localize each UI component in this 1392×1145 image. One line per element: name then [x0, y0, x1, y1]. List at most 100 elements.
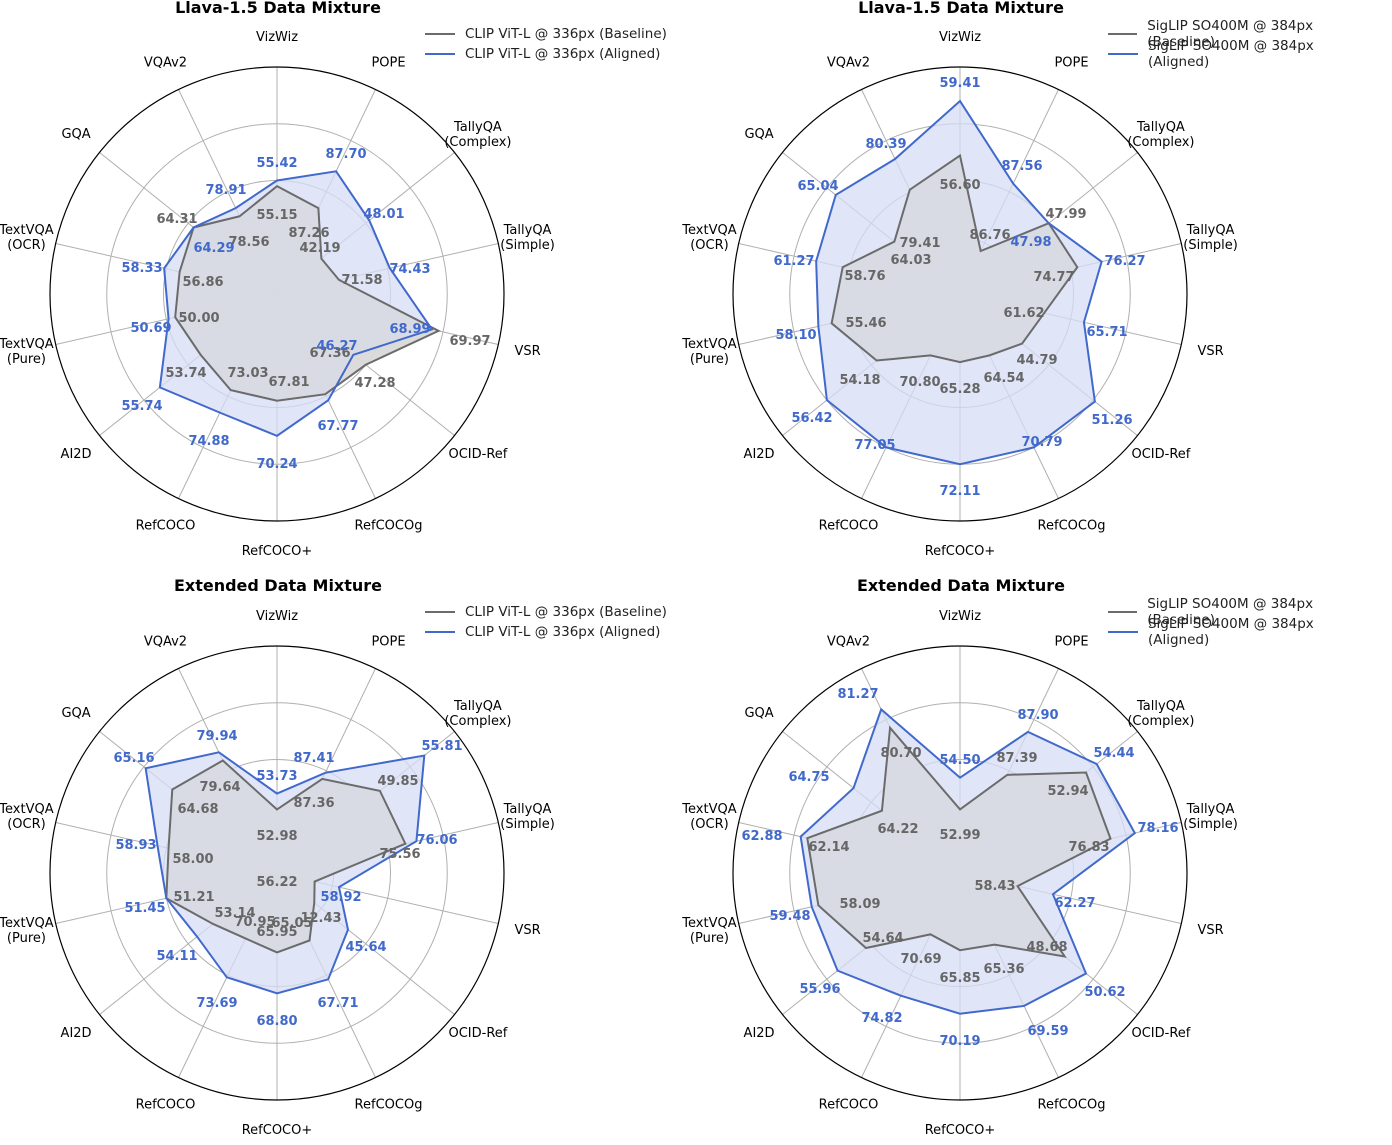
- axis-label-line: (Simple): [1183, 238, 1238, 253]
- aligned-line-swatch-icon: [425, 53, 455, 55]
- axis-label-line: (OCR): [7, 238, 46, 253]
- axis-label: TallyQA (Complex): [444, 699, 511, 729]
- axis-label-line: AI2D: [744, 1026, 775, 1041]
- baseline-value-label: 80.70: [880, 746, 921, 761]
- axis-label-line: VQAv2: [827, 634, 870, 649]
- axis-label: GQA: [744, 127, 773, 142]
- axis-label: RefCOCOg: [1038, 519, 1106, 534]
- baseline-value-label: 55.15: [256, 208, 297, 223]
- baseline-line-swatch-icon: [425, 33, 455, 35]
- legend: SigLIP SO400M @ 384px (Baseline) SigLIP …: [1108, 596, 1379, 648]
- axis-label: RefCOCO: [819, 519, 879, 534]
- axis-label: VQAv2: [144, 55, 187, 70]
- axis-label-line: TallyQA: [453, 699, 502, 714]
- aligned-value-label: 51.26: [1091, 413, 1132, 428]
- baseline-value-label: 64.54: [983, 371, 1024, 386]
- baseline-value-label: 65.85: [939, 971, 980, 986]
- axis-label-line: AI2D: [61, 447, 92, 462]
- aligned-value-label: 70.24: [256, 457, 297, 472]
- axis-label: VSR: [1197, 923, 1223, 938]
- axis-label-line: (Simple): [500, 238, 555, 253]
- legend-item-aligned: SigLIP SO400M @ 384px (Aligned): [1108, 616, 1379, 648]
- aligned-value-label: 54.11: [156, 949, 197, 964]
- legend-item-aligned: CLIP ViT-L @ 336px (Aligned): [425, 622, 667, 642]
- baseline-value-label: 49.85: [377, 774, 418, 789]
- axis-label: VSR: [1197, 344, 1223, 359]
- baseline-line-swatch-icon: [1108, 611, 1138, 613]
- aligned-value-label: 87.41: [293, 751, 334, 766]
- axis-label-line: TextVQA: [0, 223, 54, 238]
- aligned-value-label: 58.93: [115, 838, 156, 853]
- axis-label-line: VSR: [1197, 923, 1223, 938]
- axis-label-line: (Pure): [7, 352, 46, 367]
- axis-label: RefCOCO: [136, 519, 196, 534]
- axis-label-line: RefCOCO+: [242, 544, 313, 559]
- baseline-value-label: 65.28: [939, 382, 980, 397]
- baseline-value-label: 48.68: [1026, 940, 1067, 955]
- axis-label-line: (Simple): [500, 817, 555, 832]
- aligned-value-label: 70.19: [939, 1034, 980, 1049]
- axis-label: VSR: [514, 344, 540, 359]
- baseline-value-label: 44.79: [1016, 353, 1057, 368]
- chart-panel-top-right: Llava-1.5 Data Mixture SigLIP SO400M @ 3…: [683, 0, 1379, 567]
- axis-label-line: TextVQA: [681, 337, 736, 352]
- aligned-value-label: 64.29: [193, 241, 234, 256]
- axis-label-line: TextVQA: [681, 916, 736, 931]
- baseline-value-label: 42.19: [299, 241, 340, 256]
- axis-label: POPE: [1054, 55, 1088, 70]
- aligned-value-label: 73.69: [196, 996, 237, 1011]
- axis-label-line: (Complex): [444, 714, 511, 729]
- aligned-value-label: 55.74: [121, 399, 162, 414]
- legend-label: SigLIP SO400M @ 384px (Aligned): [1147, 38, 1314, 70]
- axis-label: GQA: [61, 127, 90, 142]
- axis-label-line: TallyQA: [1136, 120, 1185, 135]
- baseline-value-label: 51.21: [173, 890, 214, 905]
- legend-item-baseline: SigLIP SO400M @ 384px (Baseline): [1108, 596, 1379, 628]
- aligned-value-label: 47.98: [1010, 235, 1051, 250]
- aligned-line: [144, 751, 426, 995]
- aligned-value-label: 62.27: [1054, 896, 1095, 911]
- axis-label-line: OCID-Ref: [448, 1026, 507, 1041]
- chart-title: Extended Data Mixture: [173, 576, 383, 595]
- axis-label: GQA: [744, 706, 773, 721]
- aligned-value-label: 79.94: [196, 729, 237, 744]
- legend-label: SigLIP SO400M @ 384px (Aligned): [1147, 616, 1314, 648]
- aligned-value-label: 87.90: [1017, 708, 1058, 723]
- aligned-value-label: 68.99: [389, 322, 430, 337]
- axis-label: RefCOCO+: [242, 1123, 313, 1134]
- baseline-value-label: 75.56: [379, 847, 420, 862]
- axis-label-line: POPE: [371, 634, 405, 649]
- outer-ring: [732, 66, 1188, 522]
- aligned-value-label: 54.44: [1093, 746, 1134, 761]
- axis-label-line: GQA: [744, 127, 773, 142]
- axis-label-line: VQAv2: [144, 634, 187, 649]
- axis-label: POPE: [371, 634, 405, 649]
- baseline-value-label: 67.36: [309, 346, 350, 361]
- axis-label-line: RefCOCO: [136, 1098, 196, 1113]
- aligned-value-label: 77.05: [854, 438, 895, 453]
- axis-label: OCID-Ref: [448, 1026, 507, 1041]
- axis-label-line: VQAv2: [827, 55, 870, 70]
- axis-label: OCID-Ref: [1131, 447, 1190, 462]
- aligned-value-label: 67.77: [317, 419, 358, 434]
- axis-label-line: RefCOCO: [136, 519, 196, 534]
- legend: SigLIP SO400M @ 384px (Baseline) SigLIP …: [1108, 18, 1379, 70]
- baseline-value-label: 58.76: [844, 269, 885, 284]
- aligned-line-swatch-icon: [1108, 631, 1138, 633]
- aligned-value-label: 87.56: [1001, 159, 1042, 174]
- axis-label-line: TallyQA: [1186, 223, 1235, 238]
- axis-label: VizWiz: [939, 30, 981, 45]
- aligned-line-swatch-icon: [425, 631, 455, 633]
- baseline-value-label: 87.36: [293, 796, 334, 811]
- aligned-value-label: 81.27: [837, 687, 878, 702]
- axis-label: TextVQA (Pure): [681, 916, 736, 946]
- axis-label-line: TallyQA: [1186, 802, 1235, 817]
- axis-label-line: AI2D: [61, 1026, 92, 1041]
- axis-label-line: VizWiz: [256, 609, 298, 624]
- axis-label-line: RefCOCO+: [925, 1123, 996, 1134]
- aligned-value-label: 76.27: [1104, 254, 1145, 269]
- legend-item-baseline: CLIP ViT-L @ 336px (Baseline): [425, 602, 667, 622]
- legend-item-baseline: CLIP ViT-L @ 336px (Baseline): [425, 24, 667, 44]
- aligned-value-label: 55.81: [421, 739, 462, 754]
- axis-label-line: VSR: [514, 344, 540, 359]
